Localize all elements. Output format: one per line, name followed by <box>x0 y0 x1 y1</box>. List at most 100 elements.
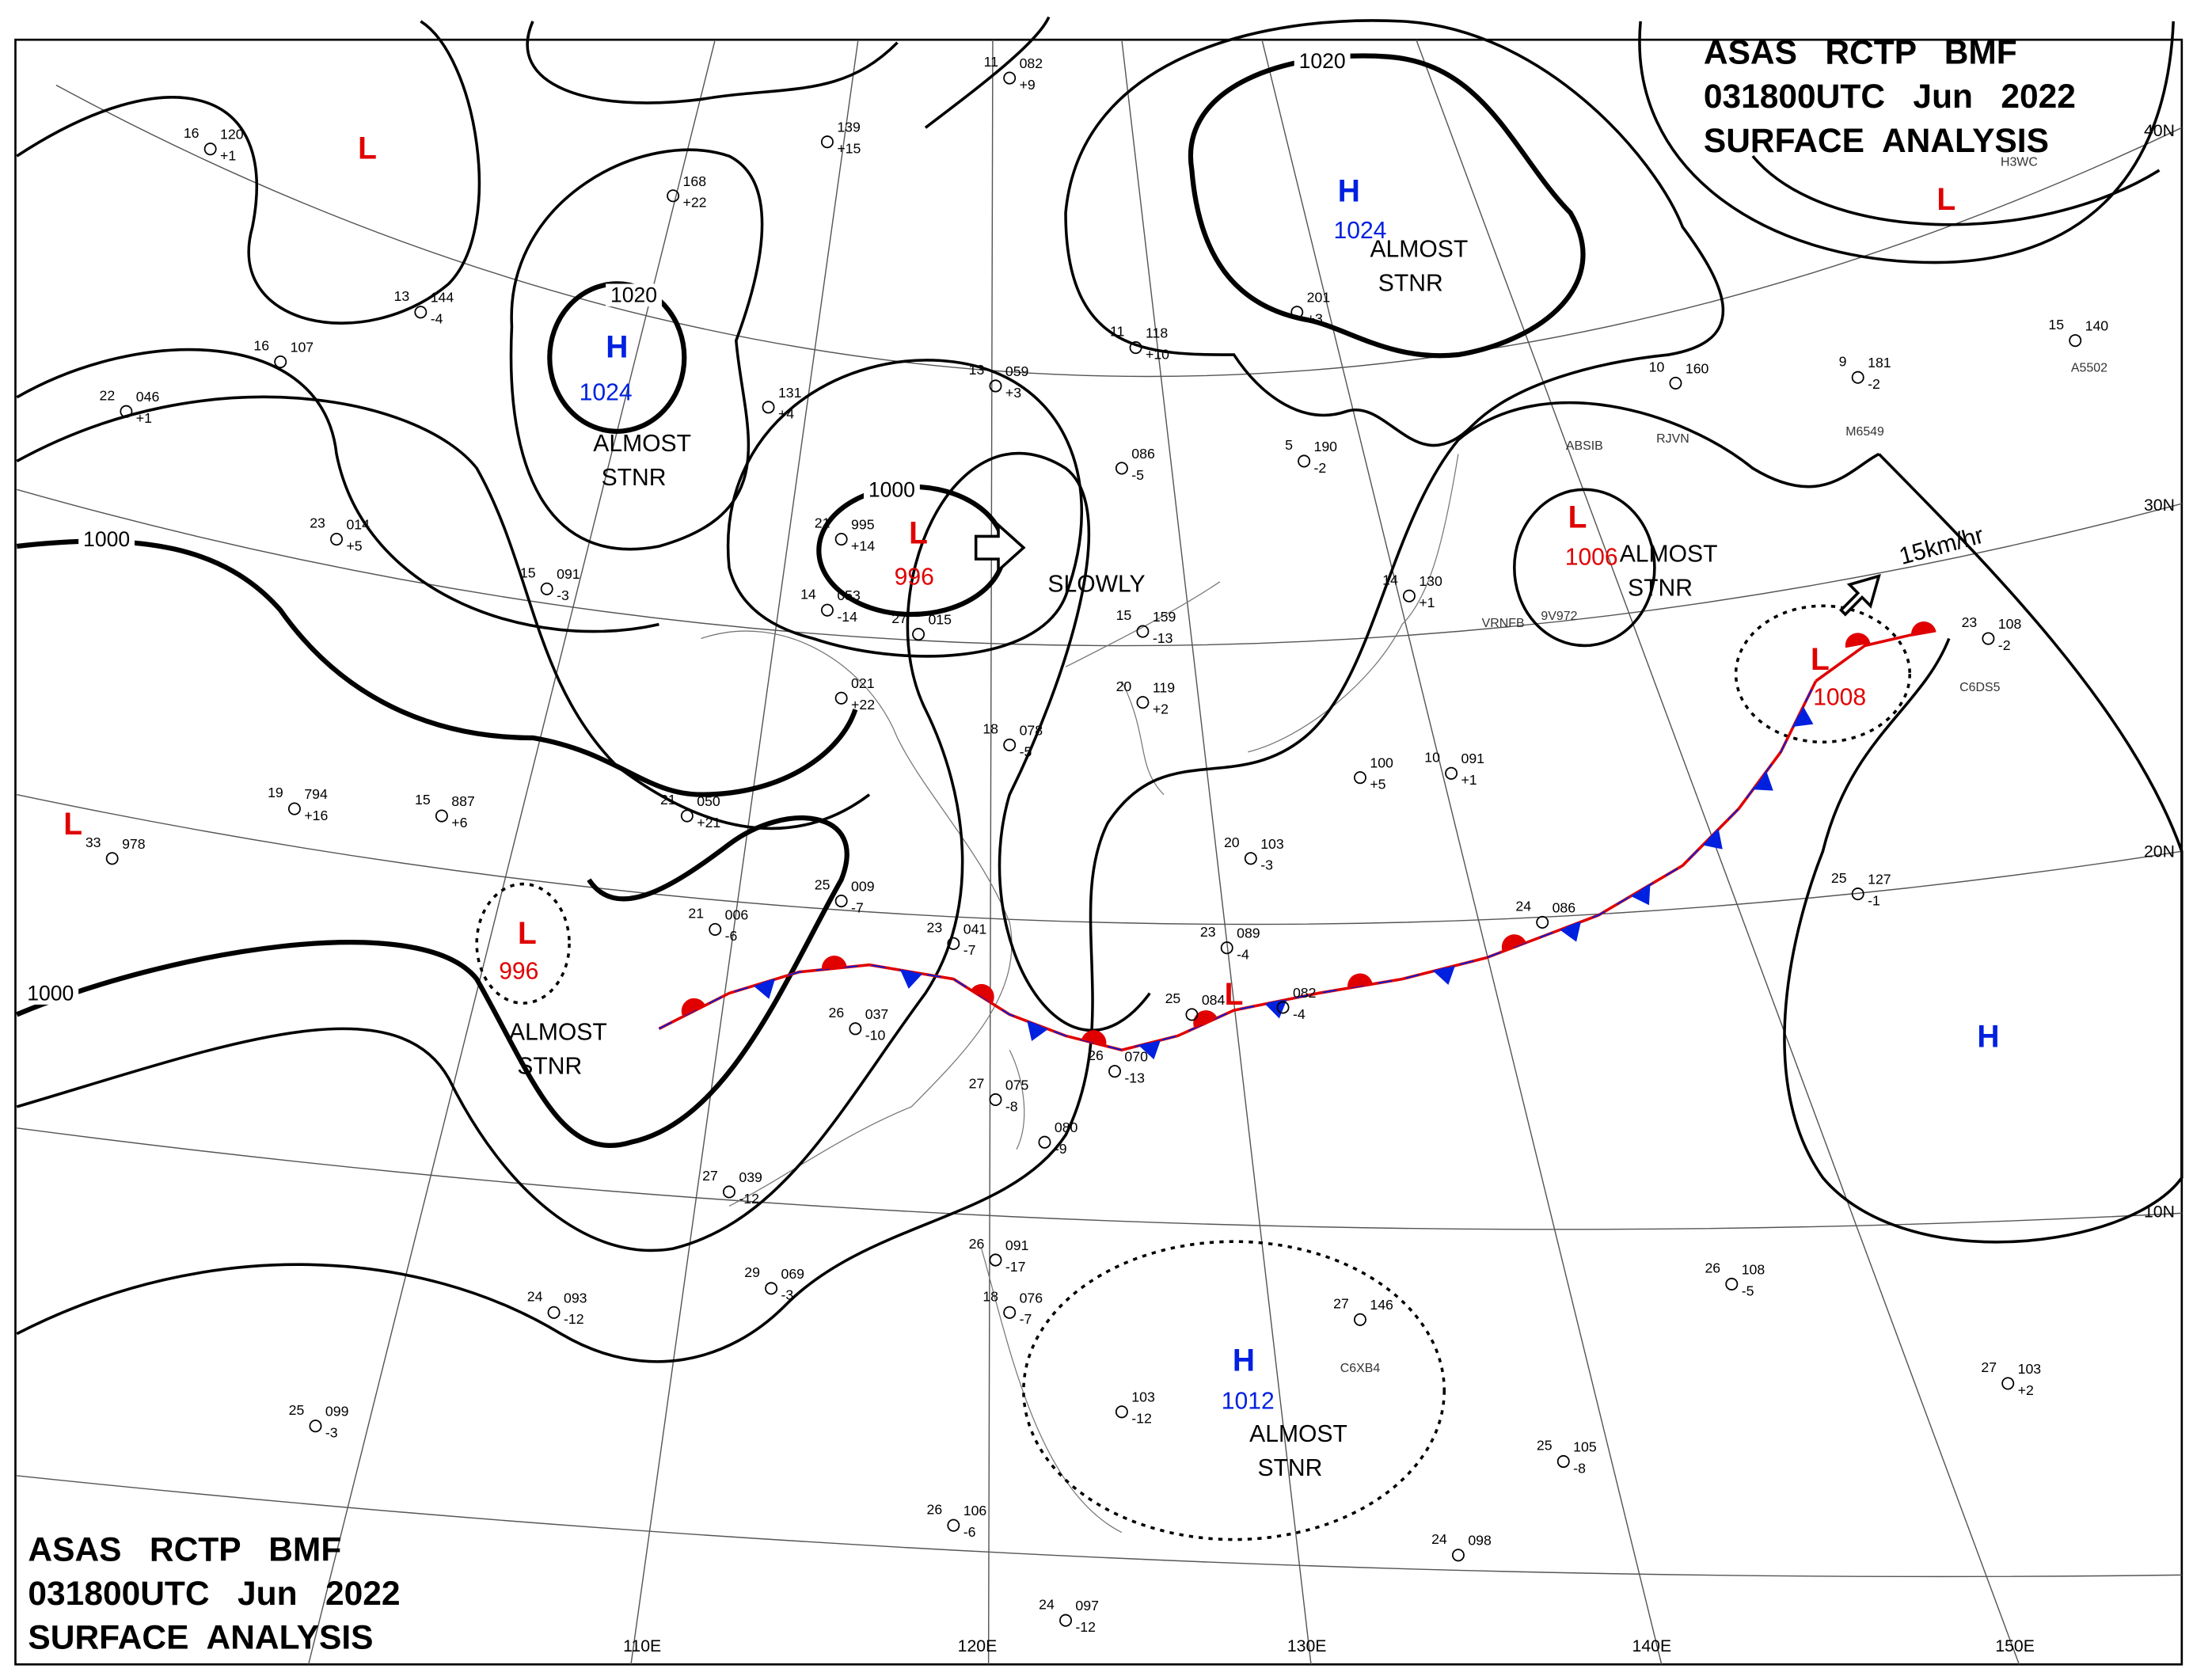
station-tendency: -5 <box>1020 743 1032 759</box>
center-note: ALMOST <box>1370 236 1468 262</box>
station-circle <box>1536 915 1549 929</box>
station-pressure: 015 <box>928 611 952 627</box>
station-pressure: 091 <box>557 566 580 582</box>
station-circle <box>849 1022 862 1036</box>
header-line: ASAS RCTP BMF <box>28 1530 341 1568</box>
station-temperature: 14 <box>800 586 816 602</box>
station-pressure: 050 <box>697 793 720 809</box>
station-tendency: +5 <box>346 538 362 553</box>
station-pressure: 139 <box>837 120 861 135</box>
latitude-label: 10N <box>2144 1203 2175 1222</box>
longitude-label: 120E <box>958 1636 998 1655</box>
station-pressure: 978 <box>122 836 146 852</box>
cold-symbol <box>1793 706 1814 727</box>
station-tendency: -12 <box>1075 1619 1096 1635</box>
station-tendency: -6 <box>725 928 738 944</box>
station-pressure: 107 <box>291 339 314 355</box>
isobar-label: 1020 <box>610 283 657 307</box>
center-note: STNR <box>602 465 667 491</box>
isobar-label: 1000 <box>27 981 74 1005</box>
station-pressure: 119 <box>1153 680 1175 696</box>
station-pressure: 091 <box>1461 751 1484 766</box>
station-tendency: +9 <box>1020 77 1036 93</box>
station-tendency: -3 <box>1260 857 1273 873</box>
center-pressure: 1012 <box>1222 1389 1275 1415</box>
latitude-label: 30N <box>2144 496 2175 515</box>
station-temperature: 26 <box>1705 1260 1720 1276</box>
station-circle <box>1402 589 1416 602</box>
isobar-label-bg <box>78 527 135 551</box>
station-circle <box>540 582 553 595</box>
station-tendency: -2 <box>1314 460 1327 476</box>
station-pressure: 146 <box>1370 1297 1393 1313</box>
station-temperature: 26 <box>969 1236 985 1252</box>
station-circle <box>762 401 775 414</box>
station-temperature: 25 <box>289 1402 305 1418</box>
isobar-label: 1000 <box>83 527 130 551</box>
station-circle <box>1059 1613 1073 1627</box>
station-pressure: 086 <box>1553 899 1576 915</box>
station-temperature: 14 <box>1382 572 1398 587</box>
station-tendency: -7 <box>963 942 976 958</box>
station-temperature: 26 <box>829 1005 845 1021</box>
station-temperature: 10 <box>1424 749 1440 765</box>
station-circle <box>1003 1306 1017 1319</box>
cold-symbol <box>1027 1021 1048 1042</box>
station-tendency: -1 <box>1868 892 1880 908</box>
station-circle <box>1003 738 1017 751</box>
longitude-label: 110E <box>623 1636 661 1655</box>
station-temperature: 21 <box>660 792 676 808</box>
station-tendency: +15 <box>837 140 861 156</box>
warm-symbol <box>1193 1010 1218 1028</box>
station-pressure: 080 <box>1055 1119 1078 1135</box>
center-symbol: L <box>1811 643 1830 677</box>
header-line: 031800UTC Jun 2022 <box>1704 78 2076 116</box>
station-circle <box>1851 371 1864 384</box>
station-pressure: 069 <box>781 1266 805 1282</box>
station-circle <box>1298 454 1311 468</box>
station-temperature: 27 <box>969 1076 985 1092</box>
center-note: ALMOST <box>1620 542 1718 568</box>
station-circle <box>834 895 848 908</box>
station-circle <box>989 1093 1002 1107</box>
cold-symbol <box>1702 829 1723 850</box>
station-pressure: 159 <box>1153 609 1176 625</box>
station-circle <box>1038 1135 1051 1149</box>
cold-symbol <box>1264 999 1287 1019</box>
station-tendency: -2 <box>1998 637 2011 653</box>
station-temperature: 26 <box>1088 1047 1104 1063</box>
cold-symbol <box>753 979 775 999</box>
station-tendency: +16 <box>304 808 328 823</box>
station-temperature: 25 <box>1165 990 1181 1006</box>
station-circle <box>2069 334 2082 348</box>
station-circle <box>947 1518 960 1532</box>
station-tendency: -17 <box>1005 1259 1026 1275</box>
ship-callsign: RJVN <box>1656 431 1689 446</box>
station-circle <box>287 802 301 815</box>
station-tendency: -6 <box>963 1524 976 1540</box>
station-tendency: +4 <box>778 406 794 422</box>
station-circle <box>947 937 960 950</box>
station-temperature: 15 <box>520 564 536 580</box>
station-temperature: 11 <box>1110 324 1124 340</box>
station-pressure: 127 <box>1868 871 1891 887</box>
center-pressure: 996 <box>895 564 934 590</box>
station-pressure: 099 <box>325 1404 349 1420</box>
station-tendency: +1 <box>1461 772 1477 788</box>
station-temperature: 25 <box>1831 870 1847 886</box>
isobar-label-bg <box>606 283 662 307</box>
station-tendency: -7 <box>1020 1311 1032 1327</box>
station-pressure: 037 <box>865 1006 889 1022</box>
longitude-label: 130E <box>1287 1636 1327 1655</box>
ship-callsign: M6549 <box>1845 424 1884 439</box>
warm-symbol <box>821 956 847 970</box>
station-tendency: +6 <box>451 815 467 830</box>
station-tendency: -12 <box>739 1191 759 1207</box>
front-line <box>658 680 1818 1052</box>
cold-symbol <box>1560 922 1581 942</box>
station-tendency: +21 <box>697 815 720 830</box>
station-temperature: 24 <box>527 1288 543 1304</box>
station-pressure: 160 <box>1686 360 1709 376</box>
station-circle <box>834 691 848 705</box>
